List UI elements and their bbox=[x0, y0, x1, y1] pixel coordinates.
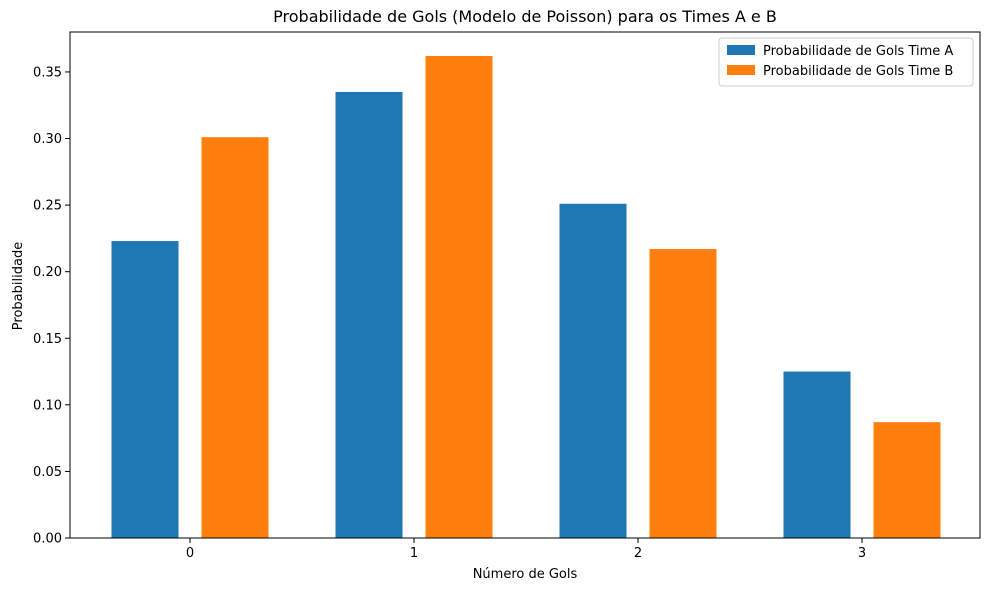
bar-series-2-cat-1 bbox=[425, 55, 493, 539]
chart-title: Probabilidade de Gols (Modelo de Poisson… bbox=[273, 7, 777, 26]
bar-series-1-cat-2 bbox=[559, 203, 627, 538]
x-tick-label: 3 bbox=[858, 546, 866, 561]
y-tick-label: 0.10 bbox=[33, 398, 62, 413]
legend-label-1: Probabilidade de Gols Time A bbox=[763, 44, 953, 59]
y-tick-label: 0.25 bbox=[33, 199, 62, 214]
y-tick-label: 0.30 bbox=[33, 132, 62, 147]
y-tick-label: 0.00 bbox=[33, 532, 62, 547]
y-tick-label: 0.05 bbox=[33, 465, 62, 480]
axes-frame bbox=[69, 31, 981, 539]
x-tick-label: 1 bbox=[410, 546, 418, 561]
legend-box bbox=[718, 37, 974, 87]
x-tick-label: 2 bbox=[634, 546, 642, 561]
plot-area: 0.00 0.05 0.10 0.15 0.20 0.25 0.30 0.35 0 1 2 3 bbox=[33, 31, 981, 561]
y-tick-label: 0.35 bbox=[33, 65, 62, 80]
bar-series-2-cat-2 bbox=[649, 249, 717, 538]
bar-series-1-cat-3 bbox=[783, 371, 851, 538]
legend: Probabilidade de Gols Time A Probabilidad… bbox=[718, 37, 974, 87]
y-tick-label: 0.15 bbox=[33, 332, 62, 347]
bar-series-2-cat-3 bbox=[873, 422, 941, 538]
bar-series-1-cat-1 bbox=[335, 91, 403, 538]
y-axis-label: Probabilidade bbox=[11, 242, 26, 330]
bar-series-1-cat-0 bbox=[111, 241, 179, 538]
legend-swatch-2 bbox=[727, 65, 755, 75]
y-tick-label: 0.20 bbox=[33, 265, 62, 280]
legend-swatch-1 bbox=[727, 45, 755, 55]
legend-label-2: Probabilidade de Gols Time B bbox=[763, 64, 953, 79]
x-axis-label: Número de Gols bbox=[473, 567, 578, 582]
x-tick-label: 0 bbox=[186, 546, 194, 561]
bar-series-2-cat-0 bbox=[201, 137, 269, 538]
